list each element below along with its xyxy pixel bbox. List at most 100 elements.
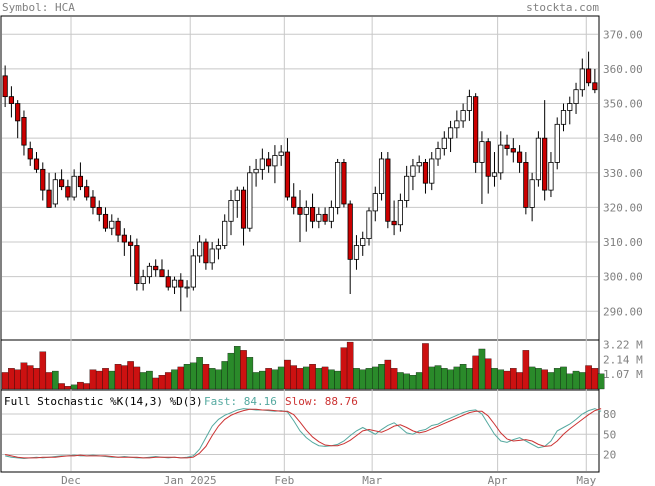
candle-body	[385, 158, 391, 222]
symbol-label: Symbol: HCA	[2, 1, 75, 14]
price-tick-label: 340.00	[603, 132, 643, 145]
candle-body	[316, 213, 322, 222]
volume-bar	[572, 370, 580, 390]
candle-body	[128, 241, 134, 246]
volume-bar	[466, 368, 473, 390]
volume-bar	[77, 381, 84, 390]
volume-bar	[89, 369, 97, 390]
volume-bar	[158, 375, 166, 390]
candle-body	[579, 68, 585, 91]
candle-body	[498, 144, 504, 174]
volume-bar	[246, 357, 254, 390]
stochastic-slow-label: Slow: 88.76	[285, 395, 358, 408]
volume-bar	[579, 372, 586, 390]
volume-bar	[422, 343, 429, 390]
volume-bar	[271, 369, 279, 390]
volume-bar	[309, 364, 316, 390]
volume-bar	[1, 372, 9, 390]
price-tick-label: 360.00	[603, 63, 643, 76]
x-axis-labels: Dec Jan 2025 Feb Mar Apr May	[61, 474, 597, 486]
volume-bar	[64, 386, 72, 390]
candle-body	[404, 175, 410, 201]
volume-bar	[52, 370, 59, 390]
candle-body	[209, 248, 215, 264]
candle-body	[360, 238, 366, 246]
candle-body	[523, 162, 529, 208]
volume-bar	[491, 368, 498, 390]
candle-body	[21, 117, 27, 146]
candle-body	[322, 213, 328, 222]
x-tick-label: Mar	[362, 474, 382, 486]
candle-body	[228, 200, 234, 222]
price-tick-label: 330.00	[603, 167, 643, 180]
candle-body	[347, 203, 353, 260]
volume-bar	[208, 368, 216, 390]
candle-body	[460, 110, 466, 122]
candle-body	[184, 286, 190, 289]
volume-bar	[321, 366, 329, 390]
volume-bar	[127, 361, 134, 390]
price-tick-label: 350.00	[603, 98, 643, 111]
volume-bar	[164, 372, 172, 390]
volume-bar	[202, 364, 210, 390]
stochastic-tick-label: 50	[603, 428, 616, 441]
volume-bar	[70, 384, 78, 390]
volume-bar	[409, 375, 417, 390]
candle-body	[253, 168, 259, 174]
volume-bar	[359, 369, 367, 390]
candle-body	[46, 189, 52, 208]
stochastic-tick-label: 20	[603, 449, 616, 462]
candle-body	[240, 189, 247, 229]
stochastic-title: Full Stochastic %K(14,3) %D(3)	[4, 395, 203, 408]
brand-link[interactable]: stockta.com	[526, 1, 599, 14]
volume-bar	[45, 372, 53, 390]
volume-bar	[196, 357, 203, 390]
volume-bar	[315, 368, 323, 390]
volume-bar	[83, 383, 90, 390]
volume-bar	[302, 366, 310, 390]
candle-body	[266, 158, 272, 167]
candle-body	[171, 279, 178, 288]
volume-bar	[26, 365, 34, 390]
volume-bar	[152, 377, 159, 390]
volume-bar	[522, 350, 530, 390]
price-tick-label: 310.00	[603, 236, 643, 249]
volume-bar	[296, 368, 304, 390]
candle-body	[341, 162, 347, 205]
candle-body	[222, 220, 228, 246]
volume-bar	[102, 368, 109, 390]
candle-body	[328, 207, 334, 222]
volume-bar	[227, 352, 235, 390]
candle-body	[510, 148, 516, 153]
volume-bar	[371, 366, 379, 390]
x-tick-label: Feb	[274, 474, 294, 486]
volume-bar	[108, 370, 116, 390]
price-tick-label: 370.00	[603, 28, 643, 41]
candle-body	[542, 137, 548, 191]
candle-body	[247, 172, 253, 229]
candle-body	[479, 141, 485, 163]
volume-bar	[441, 368, 448, 390]
volume-bar	[233, 346, 241, 390]
volume-bar	[171, 369, 178, 390]
candle-body	[65, 186, 71, 198]
candle-body	[473, 96, 479, 163]
candle-body	[535, 137, 541, 181]
candle-body	[146, 265, 153, 278]
candle-body	[165, 276, 171, 288]
volume-bar	[284, 359, 291, 390]
stochastic-slow-line	[5, 408, 602, 459]
volume-bar	[553, 368, 561, 390]
candle-body	[447, 127, 454, 139]
volume-bar	[516, 372, 523, 390]
candle-body	[516, 151, 523, 163]
volume-bar	[353, 368, 360, 390]
candle-body	[585, 68, 592, 84]
candle-body	[410, 165, 416, 177]
x-tick-label: May	[576, 474, 596, 486]
volume-bar	[328, 369, 335, 390]
y-axis-labels: 290.00 300.00 310.00 320.00 330.00 340.00 350.…	[603, 28, 643, 461]
volume-bar	[114, 364, 122, 390]
volume-bar	[528, 366, 536, 390]
